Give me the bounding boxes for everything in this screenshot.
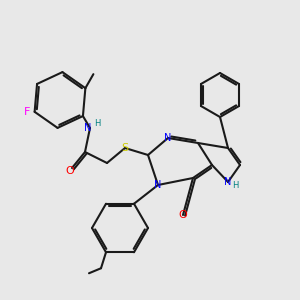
Text: H: H	[94, 119, 100, 128]
Text: O: O	[178, 210, 188, 220]
Text: N: N	[224, 177, 232, 187]
Text: O: O	[66, 166, 74, 176]
Text: F: F	[23, 107, 30, 117]
Text: N: N	[164, 133, 172, 143]
Text: S: S	[122, 143, 129, 153]
Text: N: N	[84, 123, 92, 133]
Text: H: H	[232, 182, 238, 190]
Text: N: N	[154, 180, 162, 190]
